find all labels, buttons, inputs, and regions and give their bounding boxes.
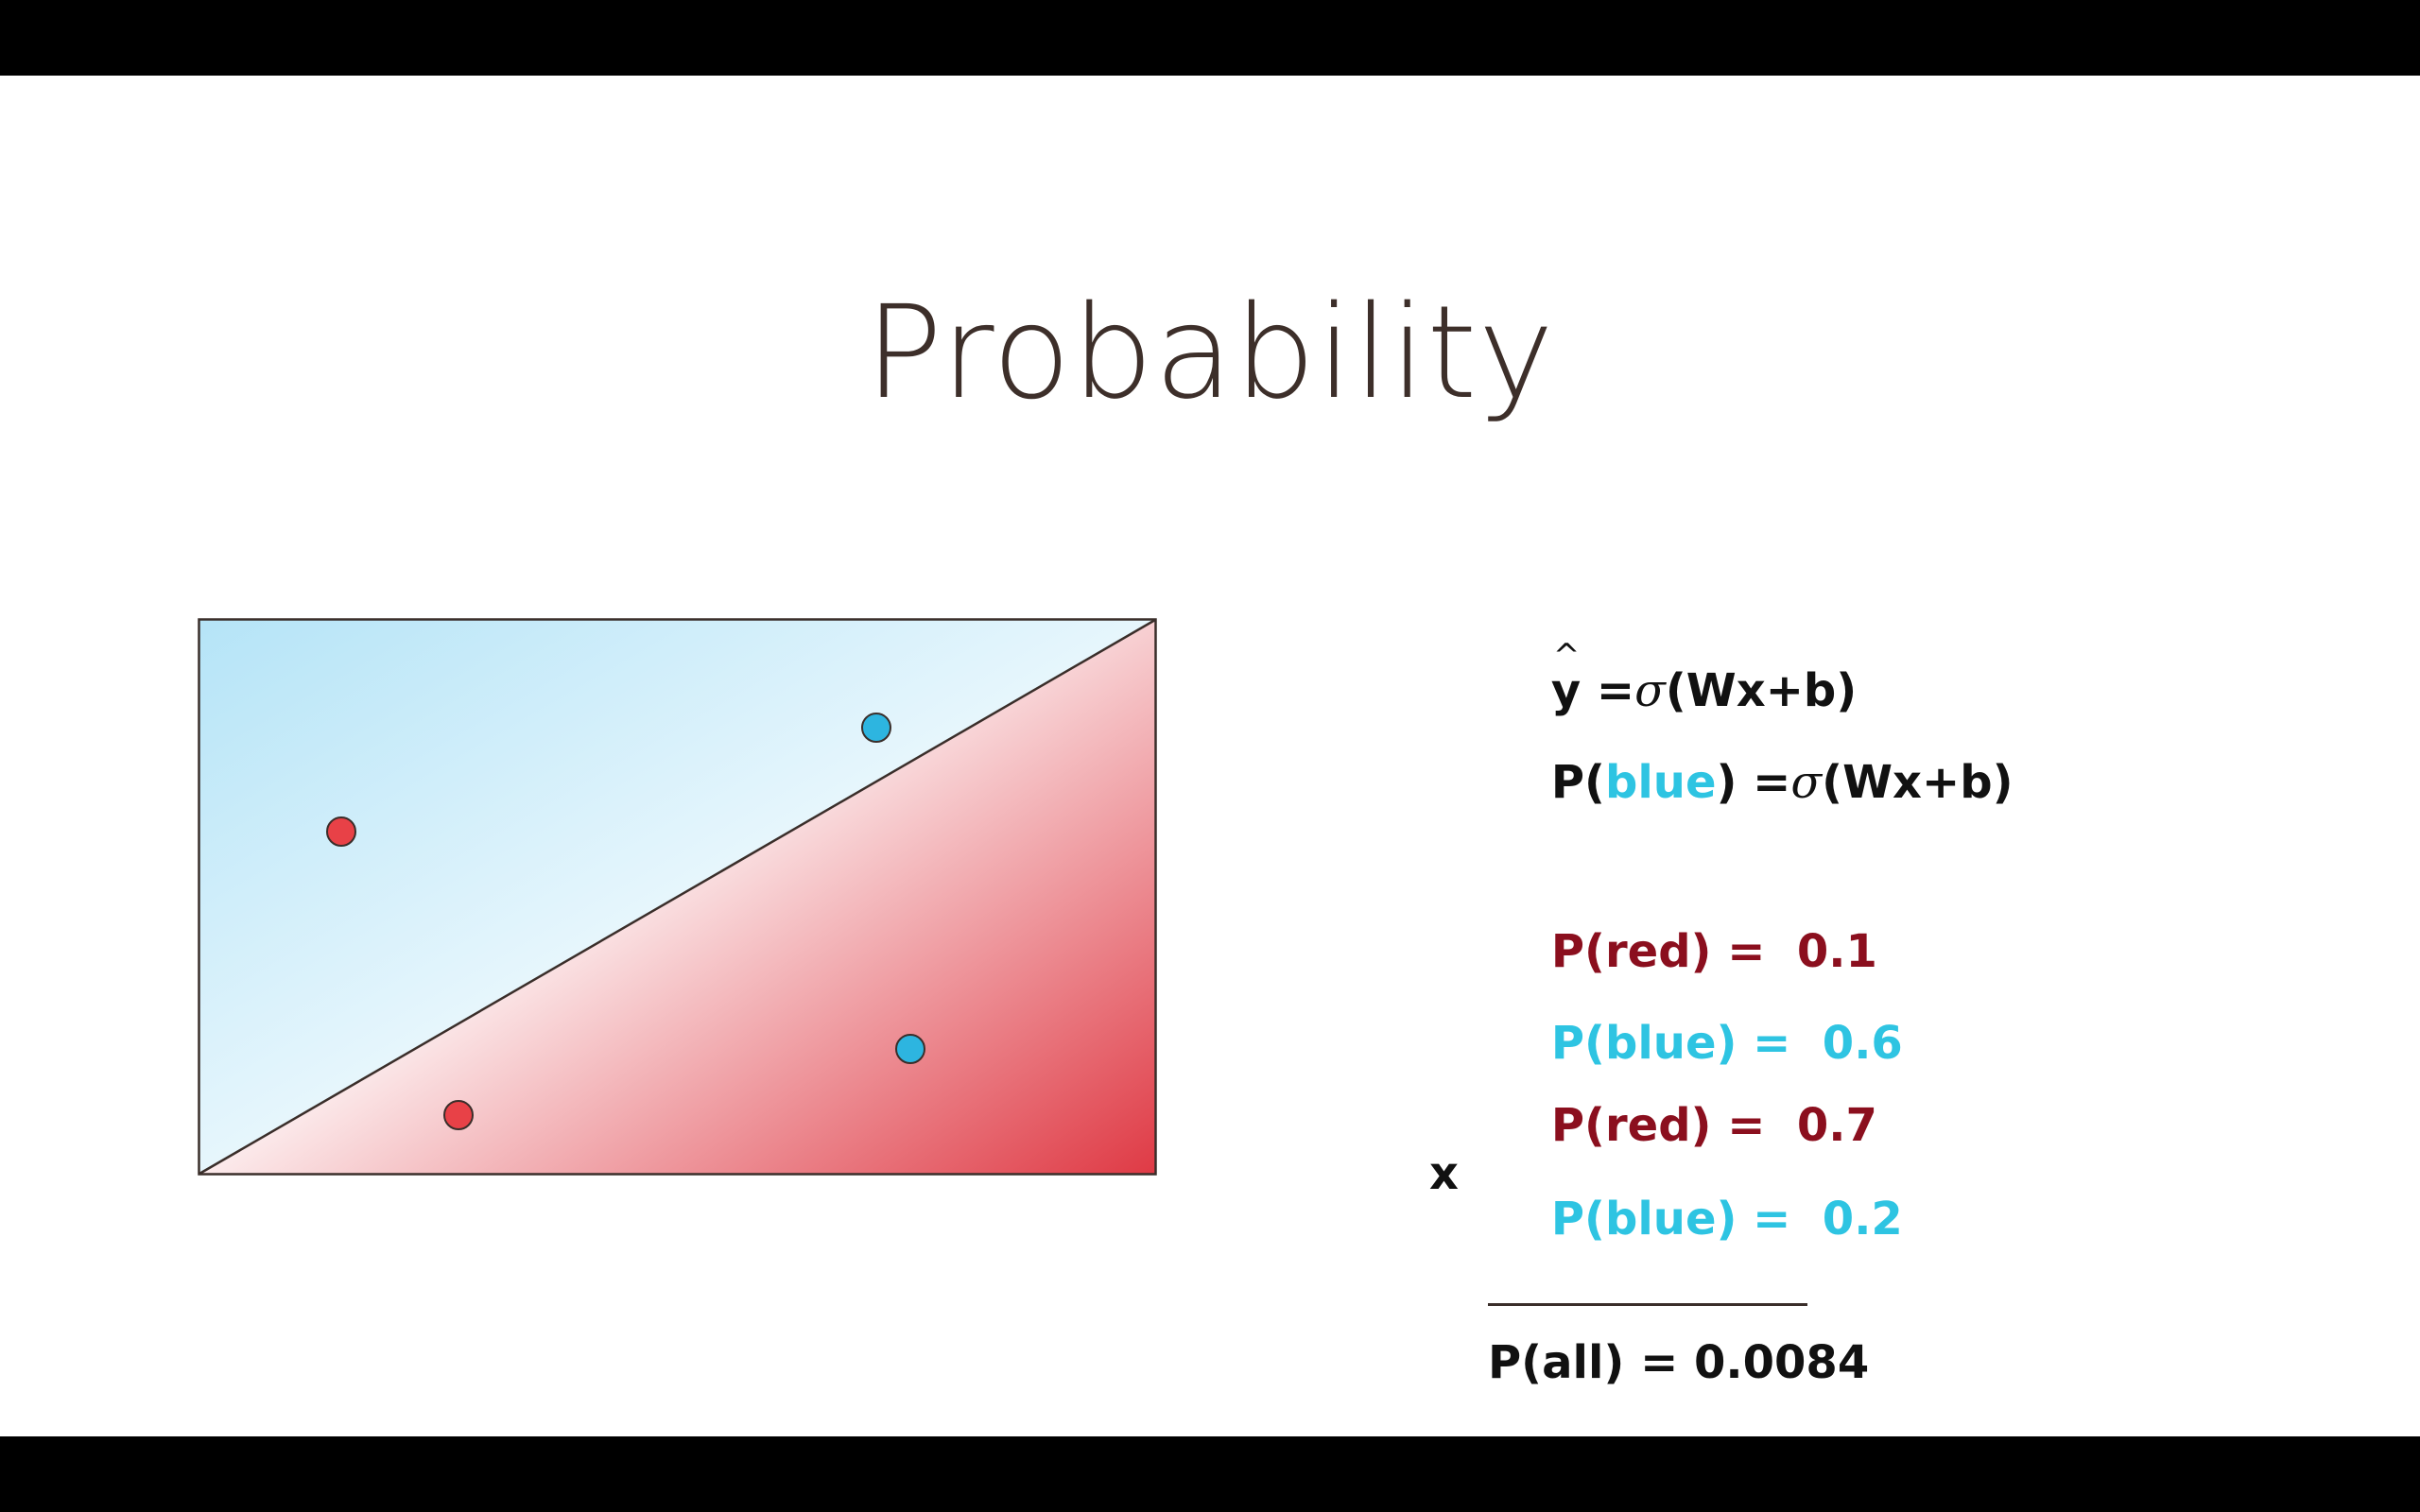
slide: Probability ^ y =σ(Wx+b) P(blue) =σ(Wx+b) [0,76,2420,1436]
prob-line-1: P(red) = 0.1 [1488,884,1877,1020]
prob-line-4: P(blue) = 0.2 [1488,1151,1903,1287]
prob-line-2: P(blue) = 0.6 [1488,975,1903,1111]
pblue-rhs: (Wx+b) [1822,756,2014,809]
sigma-symbol: σ [1634,664,1666,717]
yhat-letter: y [1550,664,1582,717]
decision-boundary [199,618,1156,1176]
sum-rule-divider [1488,1303,1807,1306]
data-point-blue [895,1034,925,1064]
data-point-blue [861,713,891,743]
prob-value: 0.7 [1796,1099,1877,1152]
yhat-equals: = [1581,664,1635,717]
sigma-symbol: σ [1790,756,1823,809]
yhat-symbol: ^ y [1551,640,1581,713]
pblue-equals: ) = [1716,756,1791,809]
data-point-red [326,816,356,847]
pblue-formula: P(blue) =σ(Wx+b) [1488,714,2014,850]
hat-accent: ^ [1552,637,1581,675]
prob-value: 0.6 [1822,1017,1903,1070]
prob-label: P(red) = [1550,1099,1766,1152]
yhat-formula: ^ y =σ(Wx+b) [1488,623,1857,759]
prob-label: P(red) = [1550,925,1766,978]
slide-title: Probability [865,279,1555,428]
prob-value: 0.1 [1796,925,1877,978]
pblue-prefix: P( [1550,756,1605,809]
prob-value: 0.2 [1822,1193,1903,1246]
prob-label: P(blue) = [1550,1193,1791,1246]
yhat-rhs: (Wx+b) [1665,664,1858,717]
classification-diagram [198,618,1157,1176]
multiply-sign: x [1429,1147,1459,1200]
pblue-word: blue [1604,756,1717,809]
prob-label: P(blue) = [1550,1017,1791,1070]
result-formula: P(all) = 0.0084 [1488,1336,1870,1389]
prob-line-3: P(red) = 0.7 [1488,1057,1877,1194]
data-point-red [443,1100,474,1130]
diagram-frame [198,618,1157,1176]
